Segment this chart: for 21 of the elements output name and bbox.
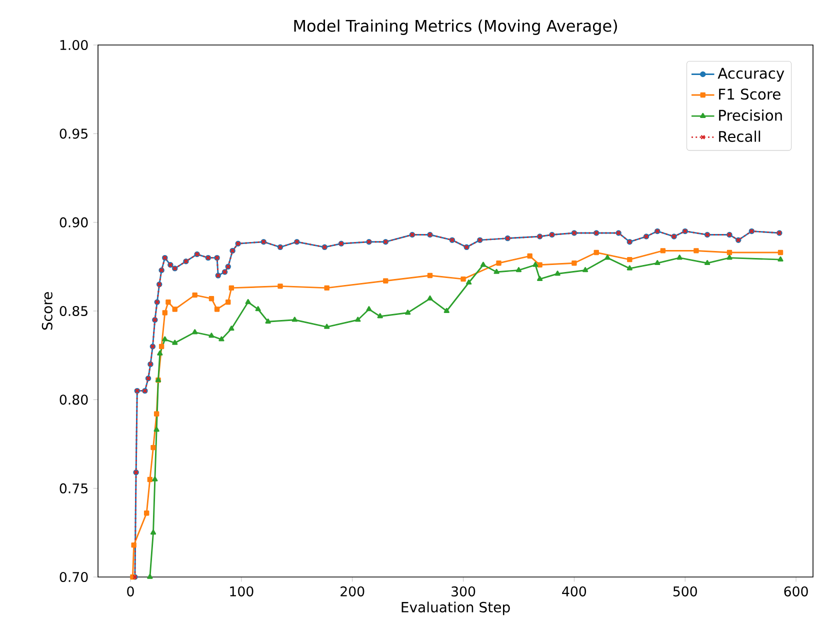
y-axis-title: Score xyxy=(42,292,52,330)
legend-label: Precision xyxy=(719,109,782,121)
legend-label: Accuracy xyxy=(718,68,784,82)
y-tick-label: 0.80 xyxy=(60,394,88,405)
x-tick-label: 100 xyxy=(230,586,254,596)
legend-label: F1 Score xyxy=(719,88,780,100)
chart-title: Model Training Metrics (Moving Average) xyxy=(294,19,617,35)
x-axis-title: Evaluation Step xyxy=(402,602,510,616)
legend-label: Recall xyxy=(719,130,760,142)
x-tick-label: 600 xyxy=(784,586,808,596)
x-tick-label: 400 xyxy=(562,586,586,596)
y-tick-label: 0.70 xyxy=(60,572,88,582)
y-tick-label: 1.00 xyxy=(60,40,88,50)
x-tick-label: 300 xyxy=(452,586,476,596)
x-tick-label: 0 xyxy=(127,586,134,596)
y-tick-label: 0.90 xyxy=(60,217,88,228)
y-tick-label: 0.75 xyxy=(60,483,88,494)
y-tick-label: 0.85 xyxy=(60,306,88,316)
x-tick-label: 200 xyxy=(340,586,364,596)
y-tick-label: 0.95 xyxy=(60,128,88,139)
x-tick-label: 500 xyxy=(673,586,697,596)
